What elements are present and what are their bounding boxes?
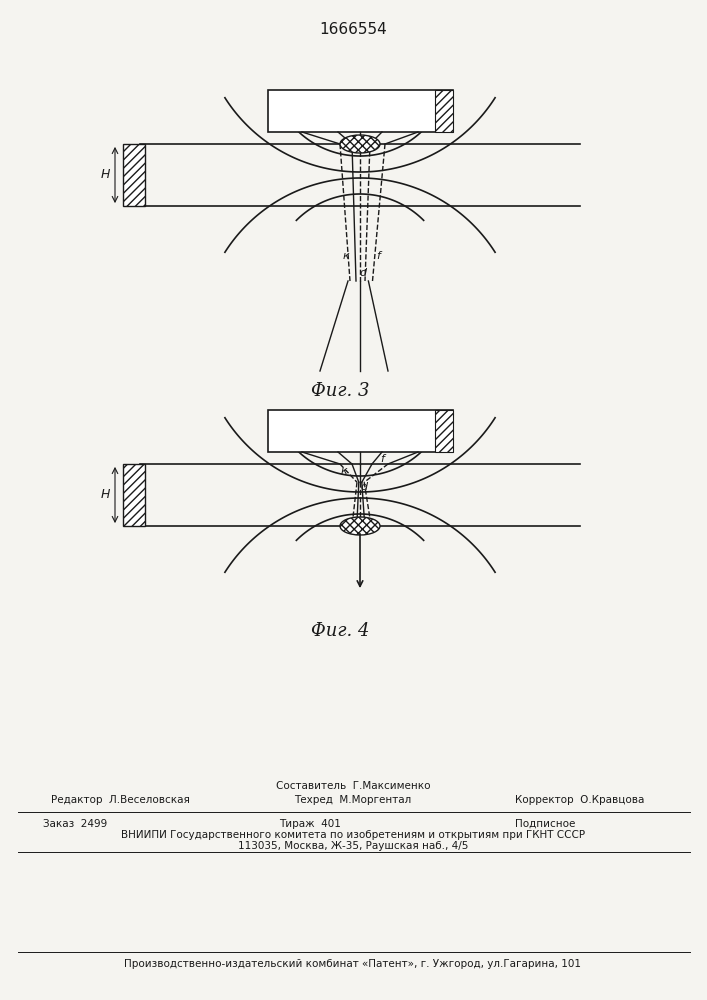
Bar [267,90,452,132]
Text: Φиг. 3: Φиг. 3 [311,382,369,400]
Text: Заказ  2499: Заказ 2499 [43,819,107,829]
Text: Подписное: Подписное [515,819,575,829]
Ellipse shape [340,517,380,535]
Text: Производственно-издательский комбинат «Патент», г. Ужгород, ул.Гагарина, 101: Производственно-издательский комбинат «П… [124,959,581,969]
Text: d: d [361,482,368,492]
Text: 113035, Москва, Ж-35, Раушская наб., 4/5: 113035, Москва, Ж-35, Раушская наб., 4/5 [238,841,468,851]
Text: H: H [100,168,110,182]
Text: к: к [343,251,349,261]
Text: d: d [359,268,366,278]
Text: H: H [100,488,110,502]
Text: к: к [341,466,347,476]
Text: Редактор  Л.Веселовская: Редактор Л.Веселовская [51,795,189,805]
Text: Техред  М.Моргентал: Техред М.Моргентал [294,795,411,805]
Text: f: f [376,251,380,261]
Text: Составитель  Г.Максименко: Составитель Г.Максименко [276,781,431,791]
Bar [123,464,145,526]
Text: 1666554: 1666554 [319,22,387,37]
Text: f: f [380,454,384,464]
Bar [123,144,145,206]
Text: Корректор  О.Кравцова: Корректор О.Кравцова [515,795,645,805]
Bar [435,90,452,132]
Bar [267,410,452,452]
Text: Тираж  401: Тираж 401 [279,819,341,829]
Ellipse shape [340,135,380,153]
Bar [435,410,452,452]
Text: ВНИИПИ Государственного комитета по изобретениям и открытиям при ГКНТ СССР: ВНИИПИ Государственного комитета по изоб… [121,830,585,840]
Text: Φиг. 4: Φиг. 4 [311,622,369,640]
